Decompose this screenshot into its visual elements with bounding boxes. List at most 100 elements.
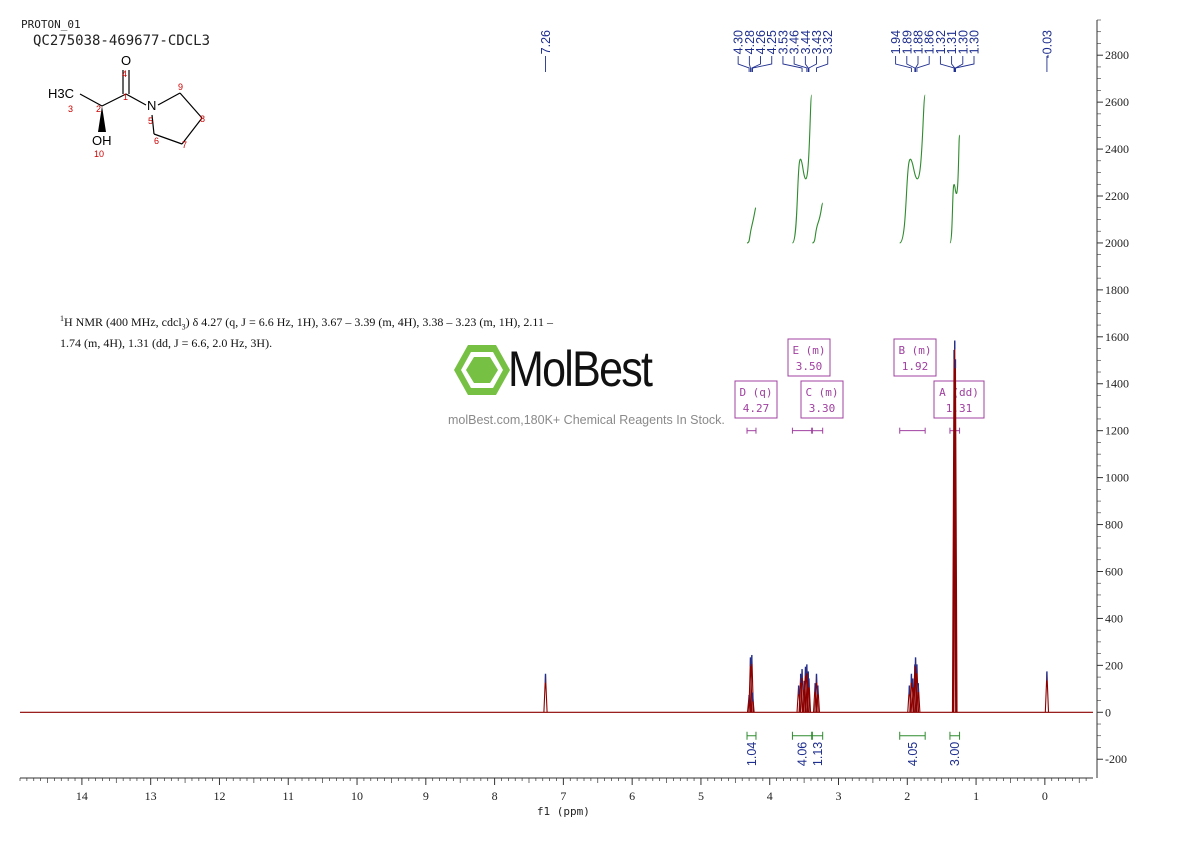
nmr-description: 1H NMR (400 MHz, cdcl3) δ 4.27 (q, J = 6… <box>60 314 553 351</box>
peak-label: -0.03 <box>1040 30 1054 59</box>
watermark-hexagon-icon <box>454 345 510 395</box>
atom-number: 8 <box>200 114 205 124</box>
y-tick-label: 2800 <box>1105 48 1129 62</box>
peak-label-leader <box>808 56 817 72</box>
peak-label: 1.94 <box>889 30 903 54</box>
peak-label: 1.86 <box>923 30 937 54</box>
x-axis-label: f1 (ppm) <box>537 805 590 818</box>
peak-label: 4.28 <box>743 30 757 54</box>
integral-value: 4.06 <box>796 742 810 766</box>
x-tick-label: 8 <box>492 789 498 803</box>
peak-label: 3.43 <box>810 30 824 54</box>
multiplet-box <box>933 380 985 419</box>
multiplet-id: C (m) <box>805 386 838 399</box>
peak-label-leader <box>954 56 975 72</box>
atom-label: OH <box>92 133 112 148</box>
atom-label: O <box>121 53 131 68</box>
peak-label: 1.89 <box>900 30 914 54</box>
watermark-tagline: molBest.com,180K+ Chemical Reagents In S… <box>448 413 725 427</box>
x-tick-label: 7 <box>560 789 566 803</box>
multiplet-box <box>787 338 831 377</box>
peak-label-leader <box>804 56 809 72</box>
atom-number: 7 <box>182 140 187 150</box>
y-tick-label: 400 <box>1105 611 1123 625</box>
multiplet-id: E (m) <box>792 344 825 357</box>
integral-value: 4.05 <box>906 742 920 766</box>
x-tick-label: 4 <box>767 789 773 803</box>
multiplet-box <box>800 380 844 419</box>
x-tick-label: 2 <box>904 789 910 803</box>
x-tick-label: 1 <box>973 789 979 803</box>
integral-curve <box>791 94 813 244</box>
atom-label: N <box>147 98 156 113</box>
y-tick-label: 600 <box>1105 564 1123 578</box>
y-tick-label: -200 <box>1105 752 1127 766</box>
y-tick-label: 2600 <box>1105 95 1129 109</box>
description-line2: 1.74 (m, 4H), 1.31 (dd, J = 6.6, 2.0 Hz,… <box>60 336 273 351</box>
integral-curve <box>812 202 824 244</box>
integral-value: 3.00 <box>948 742 962 766</box>
peak-label-leader <box>916 56 930 72</box>
peak-label: 1.31 <box>945 30 959 54</box>
atom-number: 1 <box>123 92 128 102</box>
peak-label-leader <box>906 56 916 72</box>
peak-label-leader <box>751 56 761 72</box>
peak-label-leader <box>748 56 751 72</box>
peak-label: 7.26 <box>539 30 553 54</box>
peak-label: 3.44 <box>799 30 813 54</box>
peak-label: 1.88 <box>912 30 926 54</box>
peak-label-leader <box>895 56 912 72</box>
integral-value: 1.13 <box>811 742 825 766</box>
atom-number: 5 <box>148 116 153 126</box>
multiplet-id: B (m) <box>898 344 931 357</box>
description-line1: δ 4.27 (q, J = 6.6 Hz, 1H), 3.67 – 3.39 … <box>192 315 553 329</box>
y-tick-label: 2200 <box>1105 189 1129 203</box>
peak-label-leader <box>752 56 773 72</box>
integral-curve <box>949 134 961 244</box>
peak-label-leader <box>939 56 955 72</box>
integral-value: 1.04 <box>745 742 759 766</box>
atom-number: 10 <box>94 149 104 159</box>
peak-label-leader <box>782 56 803 72</box>
x-tick-label: 14 <box>76 789 88 803</box>
sample-name: QC275038-469677-CDCL3 <box>33 33 211 49</box>
atom-number: 6 <box>154 136 159 146</box>
multiplet-shift: 3.30 <box>809 402 836 415</box>
atom-number: 3 <box>68 104 73 114</box>
description-prefix: H NMR (400 MHz, cdcl <box>64 315 182 329</box>
peak-label-leader <box>954 56 964 72</box>
atom-label: H3C <box>48 86 74 101</box>
watermark-brand: MolBest <box>508 341 653 397</box>
atom-number: 2 <box>96 104 101 114</box>
peak-label: 1.30 <box>968 30 982 54</box>
y-tick-label: 800 <box>1105 518 1123 532</box>
x-tick-label: 13 <box>145 789 157 803</box>
peak-label-leader <box>816 56 829 72</box>
x-tick-label: 0 <box>1042 789 1048 803</box>
integral-curve <box>746 207 757 244</box>
peak-label: 1.32 <box>934 30 948 54</box>
peak-label-leader <box>951 56 956 72</box>
multiplet-id: D (q) <box>739 386 772 399</box>
atom-number: 4 <box>122 69 127 79</box>
y-tick-label: 1600 <box>1105 330 1129 344</box>
peak-label-leader <box>793 56 808 72</box>
peak-label: 4.30 <box>732 30 746 54</box>
y-tick-label: 1400 <box>1105 377 1129 391</box>
y-tick-label: 2400 <box>1105 142 1129 156</box>
multiplet-box <box>893 338 937 377</box>
x-tick-label: 10 <box>351 789 363 803</box>
multiplet-shift: 3.50 <box>796 360 823 373</box>
x-tick-label: 5 <box>698 789 704 803</box>
integral-curve <box>899 94 926 244</box>
x-tick-label: 3 <box>836 789 842 803</box>
molecule-structure: H3C 3 2 O 4 1 N 5 9 8 7 6 OH 10 <box>48 53 205 159</box>
x-tick-label: 6 <box>629 789 635 803</box>
multiplet-id: A (dd) <box>939 386 979 399</box>
atom-number: 9 <box>178 82 183 92</box>
peak-label: 3.46 <box>788 30 802 54</box>
y-tick-label: 1800 <box>1105 283 1129 297</box>
x-tick-label: 9 <box>423 789 429 803</box>
